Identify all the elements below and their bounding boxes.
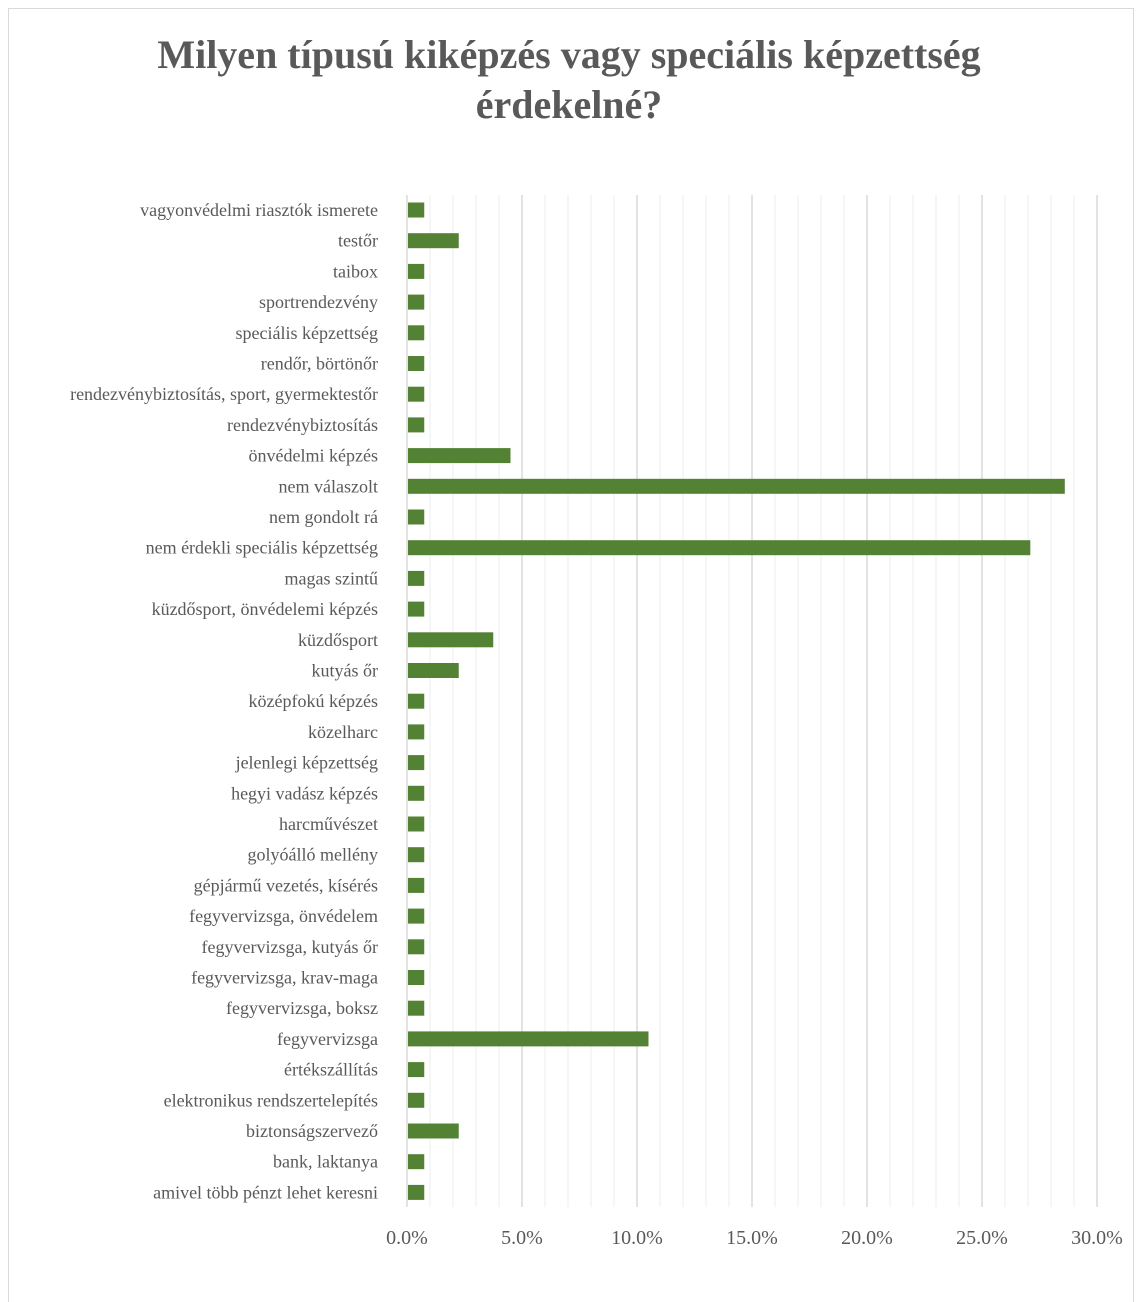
bar: [408, 417, 425, 433]
chart-title-line-2: érdekelné?: [475, 82, 663, 127]
category-label: nem gondolt rá: [269, 507, 378, 527]
bar: [408, 693, 425, 709]
category-label: bank, laktanya: [273, 1152, 378, 1172]
category-label: közelharc: [308, 722, 378, 742]
bar: [408, 509, 425, 525]
bar: [408, 601, 425, 617]
bar: [408, 1123, 459, 1139]
bar: [408, 448, 511, 464]
bar: [408, 755, 425, 771]
bar: [408, 724, 425, 740]
x-tick-labels: 0.0% 5.0% 10.0% 15.0% 20.0% 25.0% 30.0%: [386, 1227, 1123, 1249]
bar: [408, 325, 425, 341]
category-label: sportrendezvény: [259, 292, 378, 312]
category-label: golyóálló mellény: [248, 845, 378, 865]
bar: [408, 386, 425, 402]
category-label: magas szintű: [285, 568, 378, 588]
x-tick-label: 0.0%: [386, 1227, 428, 1249]
category-labels: vagyonvédelmi riasztók ismerete testőr tai…: [70, 200, 378, 1202]
x-tick-label: 10.0%: [611, 1227, 663, 1249]
category-label: fegyvervizsga, önvédelem: [189, 906, 378, 926]
x-tick-label: 20.0%: [841, 1227, 893, 1249]
bar: [408, 1154, 425, 1170]
bars: [408, 202, 1065, 1200]
category-label: nem érdekli speciális képzettség: [146, 538, 378, 558]
bar: [408, 1000, 425, 1016]
bar: [408, 356, 425, 371]
bar: [408, 939, 425, 955]
bar: [408, 233, 459, 249]
bar: [408, 877, 425, 893]
category-label: küzdősport: [298, 630, 378, 650]
bar: [408, 1062, 425, 1078]
category-label: fegyvervizsga, krav-maga: [191, 968, 378, 988]
bar: [408, 970, 425, 985]
category-label: elektronikus rendszertelepítés: [164, 1090, 378, 1110]
category-label: középfokú képzés: [249, 691, 378, 711]
bar: [408, 294, 425, 310]
category-label: vagyonvédelmi riasztók ismerete: [140, 200, 378, 220]
bar: [408, 663, 459, 678]
category-label: küzdősport, önvédelemi képzés: [152, 599, 378, 619]
bar: [408, 908, 425, 924]
x-tick-label: 5.0%: [501, 1227, 543, 1249]
category-label: értékszállítás: [284, 1060, 378, 1080]
category-label: fegyvervizsga, boksz: [226, 998, 378, 1018]
x-tick-label: 30.0%: [1071, 1227, 1123, 1249]
x-tick-label: 15.0%: [726, 1227, 778, 1249]
chart-title: Milyen típusú kiképzés vagy speciális ké…: [0, 30, 1138, 130]
category-label: hegyi vadász képzés: [231, 783, 378, 803]
gridlines: [406, 195, 1098, 1207]
bar: [408, 632, 494, 648]
category-label: rendőr, börtönőr: [261, 354, 378, 374]
category-label: amivel több pénzt lehet keresni: [153, 1182, 378, 1202]
x-tick-label: 25.0%: [956, 1227, 1008, 1249]
category-label: testőr: [338, 231, 378, 251]
bar: [408, 847, 425, 863]
category-label: jelenlegi képzettség: [235, 753, 378, 773]
category-label: gépjármű vezetés, kísérés: [194, 875, 378, 895]
bar: [408, 570, 425, 586]
bar: [408, 540, 1031, 556]
category-label: kutyás őr: [312, 661, 379, 681]
chart-title-line-1: Milyen típusú kiképzés vagy speciális ké…: [157, 32, 981, 77]
bar: [408, 785, 425, 801]
bar: [408, 478, 1065, 494]
bar: [408, 202, 425, 218]
category-label: rendezvénybiztosítás, sport, gyermektest…: [70, 384, 378, 404]
category-label: önvédelmi képzés: [249, 446, 378, 466]
category-label: rendezvénybiztosítás: [227, 415, 378, 435]
chart-frame: [8, 8, 1134, 1302]
category-label: biztonságszervező: [246, 1121, 378, 1141]
category-label: nem válaszolt: [279, 476, 378, 496]
category-label: fegyvervizsga, kutyás őr: [202, 937, 378, 957]
bar: [408, 1031, 649, 1047]
category-label: fegyvervizsga: [277, 1029, 378, 1049]
category-label: taibox: [333, 261, 378, 281]
category-label: speciális képzettség: [236, 323, 378, 343]
category-label: harcművészet: [279, 814, 378, 834]
bar: [408, 816, 425, 832]
bar: [408, 1184, 425, 1200]
bar: [408, 1092, 425, 1108]
bar: [408, 263, 425, 279]
